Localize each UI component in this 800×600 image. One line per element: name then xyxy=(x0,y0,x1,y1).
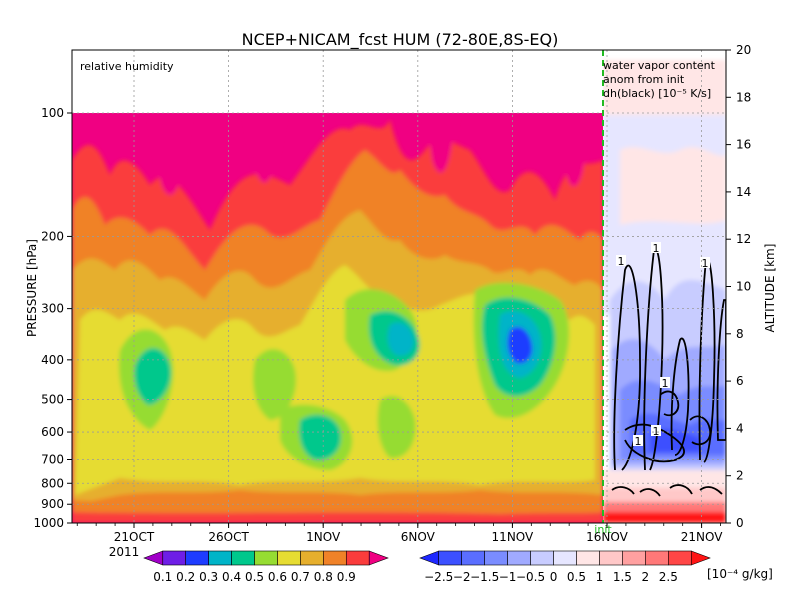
altitude-tick-label: 14 xyxy=(736,185,751,199)
x-year-label: 2011 xyxy=(109,545,140,559)
time-tick-label: 21OCT xyxy=(114,530,155,544)
svg-text:1: 1 xyxy=(653,425,660,438)
colorbar-label: 0.9 xyxy=(337,570,356,584)
colorbar-swatch xyxy=(300,550,324,566)
colorbar-label: −2.5 xyxy=(424,570,453,584)
colorbar-label: 1 xyxy=(596,570,604,584)
altitude-tick-label: 4 xyxy=(736,421,744,435)
pressure-tick-label: 200 xyxy=(41,229,64,243)
colorbar-label: 0.7 xyxy=(291,570,310,584)
rh-field xyxy=(72,113,603,523)
colorbar-swatch xyxy=(277,550,301,566)
svg-text:1: 1 xyxy=(702,257,709,270)
colorbar-swatch xyxy=(185,550,209,566)
y-axis-label-left: PRESSURE [hPa] xyxy=(25,239,39,337)
colorbar-swatch xyxy=(254,550,278,566)
rh-colorbar: 0.1 0.2 0.3 0.4 0.5 0.6 0.7 0.8 0.9 xyxy=(143,550,389,584)
pressure-tick-label: 1000 xyxy=(33,516,64,530)
colorbar-label: 2 xyxy=(642,570,650,584)
colorbar-label: 0.2 xyxy=(176,570,195,584)
contour-labels: 1 1 1 1 1 1 xyxy=(616,242,710,448)
heating-contours xyxy=(611,248,726,497)
colorbar-label: 0.4 xyxy=(222,570,241,584)
colorbar-label: 0.6 xyxy=(268,570,287,584)
colorbar-swatch xyxy=(530,550,554,566)
time-tick-label: 16NOV xyxy=(586,530,628,544)
altitude-tick-label: 2 xyxy=(736,469,744,483)
pressure-tick-label: 500 xyxy=(41,393,64,407)
left-panel-label: relative humidity xyxy=(80,60,174,73)
colorbar-swatch xyxy=(576,550,600,566)
pressure-axis: 100 200 300 400 500 600 700 800 900 1000 xyxy=(33,106,72,530)
colorbar-swatch xyxy=(438,550,462,566)
colorbar-label: −0.5 xyxy=(516,570,545,584)
colorbar-swatch xyxy=(323,550,347,566)
time-axis: 21OCT 26OCT 1NOV 6NOV 11NOV 16NOV 21NOV xyxy=(76,523,723,544)
pressure-tick-label: 300 xyxy=(41,302,64,316)
altitude-tick-label: 18 xyxy=(736,90,751,104)
colorbar-label: 0.3 xyxy=(199,570,218,584)
colorbar-label: −1 xyxy=(499,570,517,584)
colorbar-swatch xyxy=(231,550,255,566)
init-label: init xyxy=(594,523,612,536)
svg-text:1: 1 xyxy=(635,435,642,448)
y-axis-label-right: ALTITUDE [km] xyxy=(763,244,777,333)
altitude-tick-label: 20 xyxy=(736,43,751,57)
time-tick-label: 1NOV xyxy=(306,530,341,544)
anomaly-colorbar: −2.5 −2 −1.5 −1 −0.5 0 0.5 1 1.5 2 2.5 xyxy=(419,550,711,584)
svg-text:1: 1 xyxy=(653,242,660,255)
time-tick-label: 26OCT xyxy=(208,530,249,544)
colorbar-label: 0.8 xyxy=(314,570,333,584)
altitude-tick-label: 12 xyxy=(736,232,751,246)
pressure-tick-label: 800 xyxy=(41,476,64,490)
chart-title: NCEP+NICAM_fcst HUM (72-80E,8S-EQ) xyxy=(242,30,559,50)
time-tick-label: 21NOV xyxy=(681,530,723,544)
colorbar-swatch xyxy=(484,550,508,566)
colorbar-swatch xyxy=(461,550,485,566)
pressure-tick-label: 700 xyxy=(41,452,64,466)
colorbar-end-triangle xyxy=(419,550,440,566)
colorbar-label: 0.5 xyxy=(567,570,586,584)
colorbar-label: −1.5 xyxy=(470,570,499,584)
colorbar-end-triangle xyxy=(690,550,711,566)
colorbar-end-triangle xyxy=(143,550,164,566)
svg-text:1: 1 xyxy=(662,377,669,390)
right-panel-label-1: water vapor content xyxy=(603,59,716,72)
pressure-tick-label: 100 xyxy=(41,106,64,120)
colorbar-swatch xyxy=(345,550,370,566)
right-panel-label-3: dh(black) [10⁻⁵ K/s] xyxy=(603,87,711,100)
pressure-tick-label: 600 xyxy=(41,425,64,439)
time-tick-label: 11NOV xyxy=(492,530,534,544)
colorbar-label: 0 xyxy=(550,570,558,584)
altitude-tick-label: 8 xyxy=(736,327,744,341)
colorbar-label: −2 xyxy=(453,570,471,584)
pressure-tick-label: 900 xyxy=(41,497,64,511)
altitude-axis: 0 2 4 6 8 10 12 14 16 18 20 xyxy=(726,43,751,530)
time-tick-label: 6NOV xyxy=(401,530,436,544)
colorbar-label: 0.1 xyxy=(153,570,172,584)
pressure-tick-label: 400 xyxy=(41,353,64,367)
colorbar-swatch xyxy=(645,550,669,566)
colorbar-swatch xyxy=(507,550,531,566)
colorbar-swatch xyxy=(668,550,692,566)
right-panel-label-2: anom from init xyxy=(603,73,685,86)
colorbar-swatch xyxy=(622,550,646,566)
anomaly-colorbar-unit: [10⁻⁴ g/kg] xyxy=(707,567,773,581)
colorbar-swatch xyxy=(208,550,232,566)
altitude-tick-label: 6 xyxy=(736,374,744,388)
anomaly-field: 1 1 1 1 1 1 xyxy=(603,50,726,523)
altitude-tick-label: 16 xyxy=(736,138,751,152)
altitude-tick-label: 10 xyxy=(736,280,751,294)
colorbar-swatch xyxy=(162,550,187,566)
grid-lines xyxy=(72,50,726,523)
altitude-tick-label: 0 xyxy=(736,516,744,530)
colorbar-swatch xyxy=(599,550,623,566)
colorbar-label: 2.5 xyxy=(659,570,678,584)
svg-text:1: 1 xyxy=(618,255,625,268)
colorbar-swatch xyxy=(553,550,577,566)
colorbar-end-triangle xyxy=(368,550,389,566)
colorbar-label: 0.5 xyxy=(245,570,264,584)
colorbar-label: 1.5 xyxy=(613,570,632,584)
